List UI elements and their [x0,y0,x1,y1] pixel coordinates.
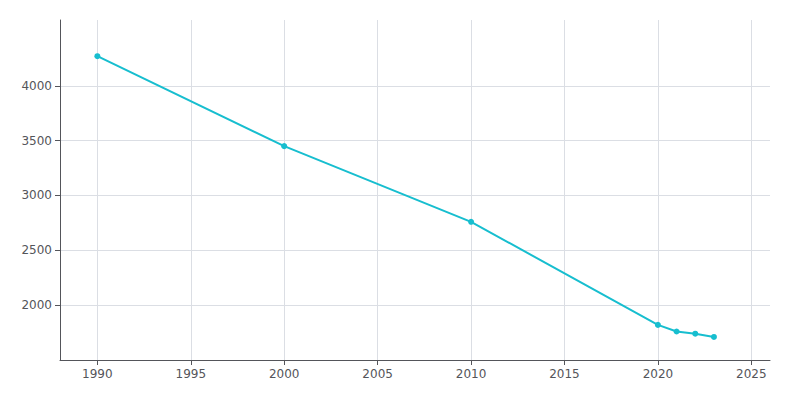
svg-text:2025: 2025 [736,367,767,381]
svg-text:2015: 2015 [549,367,580,381]
svg-text:4000: 4000 [21,79,52,93]
svg-text:2500: 2500 [21,243,52,257]
svg-text:3500: 3500 [21,134,52,148]
svg-text:2005: 2005 [362,367,393,381]
svg-text:2020: 2020 [643,367,674,381]
svg-text:2000: 2000 [21,298,52,312]
svg-text:1995: 1995 [176,367,207,381]
svg-text:2010: 2010 [456,367,487,381]
svg-text:1990: 1990 [82,367,113,381]
svg-text:2000: 2000 [269,367,300,381]
svg-text:3000: 3000 [21,188,52,202]
